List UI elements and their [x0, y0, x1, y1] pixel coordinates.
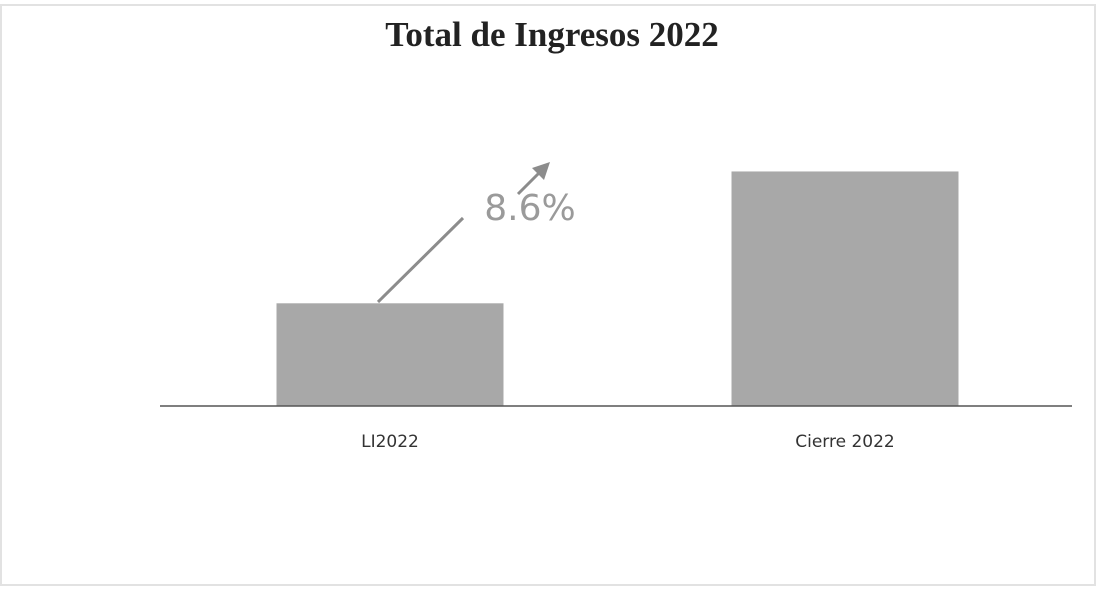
annotation-line	[376, 216, 465, 304]
arrow-head	[532, 162, 550, 180]
annotation-label: 8.6%	[484, 188, 575, 229]
bar	[276, 303, 504, 406]
bar	[731, 171, 959, 406]
x-tick-label: Cierre 2022	[795, 432, 895, 452]
chart-title: Total de Ingresos 2022	[385, 15, 719, 54]
x-tick-label: LI2022	[361, 432, 419, 452]
